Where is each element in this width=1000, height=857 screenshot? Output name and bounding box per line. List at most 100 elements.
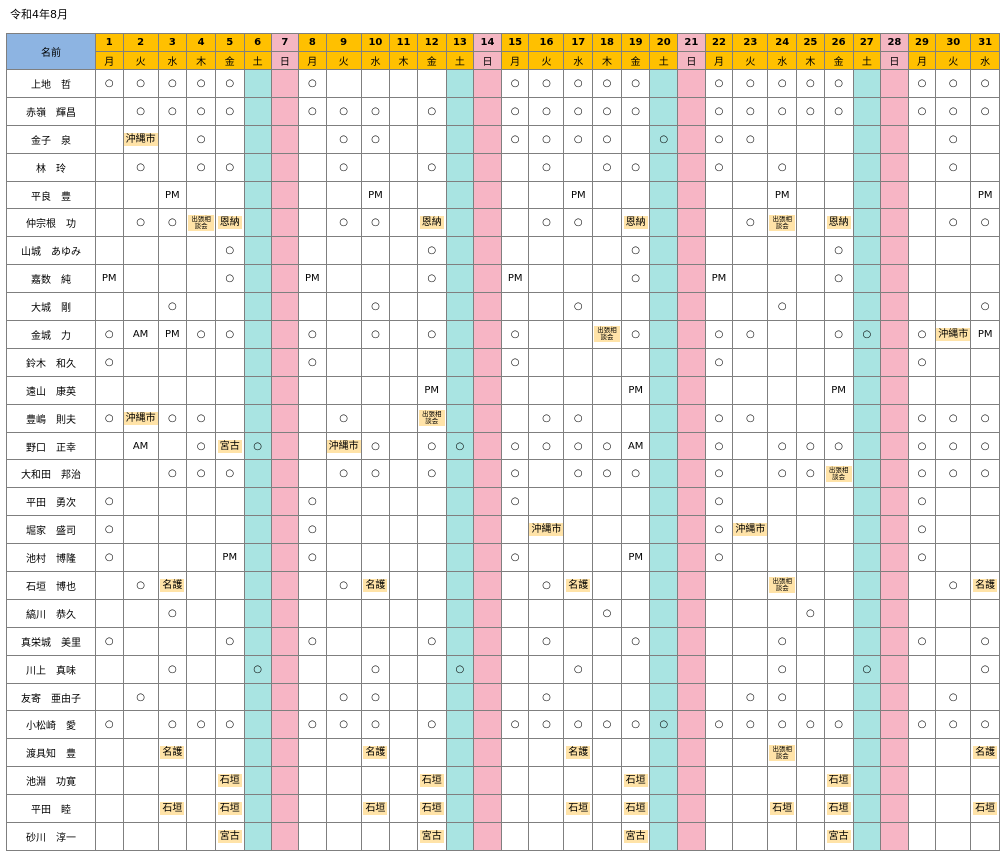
schedule-cell [122, 375, 159, 405]
schedule-cell [880, 626, 909, 656]
schedule-cell: ○ [94, 320, 124, 349]
schedule-cell [389, 347, 418, 377]
schedule-cell [445, 375, 475, 405]
schedule-cell [649, 822, 679, 851]
schedule-cell: ○ [907, 459, 937, 489]
schedule-cell [767, 543, 798, 573]
schedule-cell [852, 487, 882, 517]
location-tag: 名護 [566, 746, 591, 760]
schedule-cell: PM [500, 264, 530, 294]
schedule-cell [970, 347, 1000, 377]
weekday-header: 月 [297, 51, 327, 70]
schedule-cell: ○ [767, 682, 798, 712]
schedule-cell: ○ [767, 152, 798, 182]
schedule-cell [970, 766, 1000, 796]
schedule-cell: ○ [796, 710, 825, 740]
schedule-cell [297, 375, 327, 405]
location-tag: 名護 [973, 578, 998, 592]
schedule-cell [704, 822, 734, 851]
schedule-cell [389, 264, 418, 294]
schedule-cell [325, 794, 362, 824]
schedule-cell [592, 208, 622, 238]
schedule-cell [94, 431, 124, 461]
schedule-cell [416, 598, 447, 628]
person-name: 川上 真味 [6, 654, 96, 684]
schedule-cell: ○ [563, 208, 594, 238]
schedule-cell [389, 431, 418, 461]
schedule-cell: ○ [732, 69, 769, 98]
schedule-cell [620, 292, 651, 322]
schedule-cell [186, 347, 216, 377]
day-header: 23 [732, 33, 769, 52]
schedule-cell [528, 375, 565, 405]
schedule-cell [704, 208, 734, 238]
schedule-cell: ○ [297, 710, 327, 740]
person-name: 遠山 康英 [6, 375, 96, 405]
schedule-cell [157, 375, 188, 405]
schedule-cell [907, 571, 937, 600]
schedule-cell [935, 375, 972, 405]
schedule-cell: ○ [297, 626, 327, 656]
schedule-cell [473, 571, 502, 600]
schedule-cell [186, 292, 216, 322]
day-header: 7 [270, 33, 299, 52]
person-name: 砂川 淳一 [6, 822, 96, 851]
schedule-cell [157, 236, 188, 266]
schedule-cell: ○ [732, 96, 769, 126]
schedule-cell: ○ [935, 571, 972, 600]
schedule-cell [389, 69, 418, 98]
schedule-cell [473, 124, 502, 154]
schedule-cell [907, 654, 937, 684]
schedule-cell: ○ [214, 626, 245, 656]
schedule-cell: ○ [157, 69, 188, 98]
schedule-cell: ○ [620, 626, 651, 656]
schedule-cell [297, 180, 327, 210]
person-row: 赤嶺 輝昌 ○ ○ ○ ○ ○ ○ ○ ○ ○ ○ ○ ○ ○ ○ ○ ○ ○ ○ ○ ○ ○ [6, 96, 1000, 126]
schedule-cell [907, 822, 937, 851]
schedule-cell [473, 431, 502, 461]
schedule-cell [880, 403, 909, 433]
schedule-cell [649, 571, 679, 600]
schedule-cell [270, 124, 299, 154]
schedule-cell [880, 654, 909, 684]
schedule-cell [677, 654, 706, 684]
schedule-cell: ○ [704, 487, 734, 517]
schedule-cell [416, 180, 447, 210]
schedule-cell [677, 431, 706, 461]
schedule-cell [157, 543, 188, 573]
schedule-cell [94, 654, 124, 684]
person-row: 嘉数 純 PM ○ PM ○ PM ○ PM ○ [6, 264, 1000, 294]
schedule-cell [360, 626, 391, 656]
schedule-cell [416, 682, 447, 712]
weekday-header: 火 [325, 51, 362, 70]
schedule-cell: ○ [592, 598, 622, 628]
schedule-cell [360, 264, 391, 294]
day-header: 19 [620, 33, 651, 52]
schedule-cell: ○ [186, 710, 216, 740]
schedule-cell [704, 794, 734, 824]
schedule-cell [214, 347, 245, 377]
schedule-cell [767, 264, 798, 294]
schedule-cell [389, 292, 418, 322]
schedule-cell [445, 208, 475, 238]
schedule-cell [767, 347, 798, 377]
location-tag: 石垣 [419, 774, 444, 788]
schedule-cell [907, 236, 937, 266]
location-tag: 出張相談会 [418, 410, 445, 427]
schedule-cell [852, 571, 882, 600]
schedule-cell: ○ [360, 710, 391, 740]
schedule-cell [473, 738, 502, 768]
schedule-cell: 石垣 [416, 766, 447, 796]
schedule-cell: ○ [157, 208, 188, 238]
schedule-cell: ○ [704, 431, 734, 461]
schedule-cell [186, 264, 216, 294]
weekday-header: 木 [796, 51, 825, 70]
schedule-cell: ○ [325, 96, 362, 126]
person-row: 縞川 恭久 ○ ○ ○ [6, 598, 1000, 628]
schedule-cell [935, 515, 972, 545]
schedule-cell [270, 654, 299, 684]
schedule-cell: ○ [214, 152, 245, 182]
schedule-cell [186, 236, 216, 266]
schedule-cell: ○ [157, 459, 188, 489]
schedule-cell [445, 598, 475, 628]
